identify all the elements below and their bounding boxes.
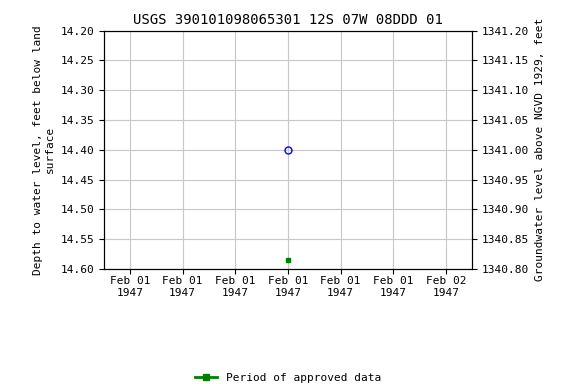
Y-axis label: Depth to water level, feet below land
surface: Depth to water level, feet below land su… [33, 25, 55, 275]
Y-axis label: Groundwater level above NGVD 1929, feet: Groundwater level above NGVD 1929, feet [535, 18, 545, 281]
Title: USGS 390101098065301 12S 07W 08DDD 01: USGS 390101098065301 12S 07W 08DDD 01 [133, 13, 443, 27]
Legend: Period of approved data: Period of approved data [191, 368, 385, 384]
